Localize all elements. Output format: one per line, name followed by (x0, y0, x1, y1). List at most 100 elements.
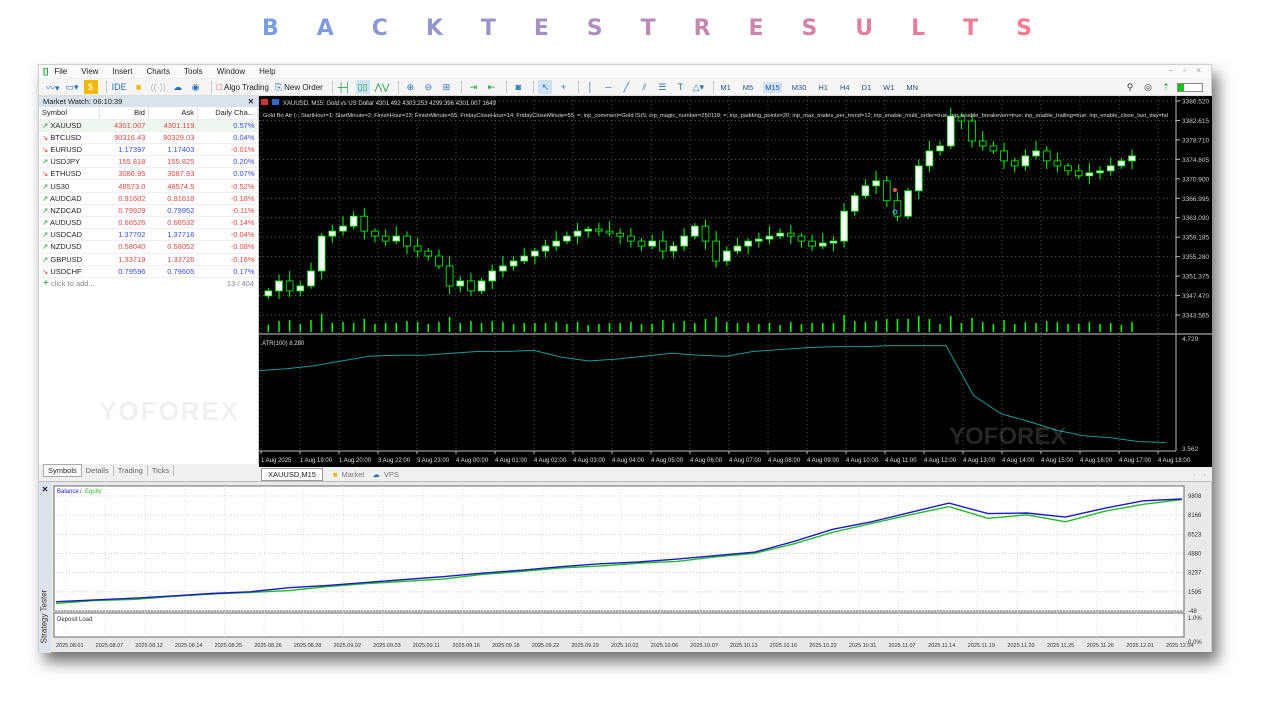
symbol-row[interactable]: ↗ NZDCAD 0.79929 0.79952 -0.11% (39, 204, 258, 218)
time-label: 4 Aug 16:00 (1080, 458, 1113, 464)
y-tick-label: 9808 (1188, 494, 1202, 500)
cursor-icon[interactable]: ↖ (538, 80, 553, 94)
candle (968, 114, 976, 148)
chart-shift-icon[interactable]: ⇤ (487, 81, 496, 92)
strategy-tester-icon[interactable]: ◉ (191, 81, 200, 92)
date-label: 2025.09.29 (571, 643, 599, 649)
column-header[interactable]: Daily Cha... (197, 107, 259, 120)
search-icon[interactable]: ⚲ (1126, 81, 1134, 92)
candlestick-icon[interactable]: ▯▯ (355, 80, 370, 94)
text-icon[interactable]: T (677, 82, 684, 92)
candle (275, 274, 283, 300)
symbol-row[interactable]: ↘ USDCHF 0.79596 0.79605 0.17% (39, 265, 258, 278)
bar-chart-icon[interactable]: ┼┤ (337, 82, 351, 92)
symbol-row[interactable]: ↘ BTCUSD 90316.43 90329.03 0.04% (39, 131, 258, 144)
vertical-line-icon[interactable]: │ (587, 82, 594, 92)
symbol-row[interactable]: ↗ AUDUSD 0.66526 0.66532 -0.14% (39, 216, 258, 230)
timeframe-m15[interactable]: M15 (763, 81, 782, 93)
change-cell: 0.20% (197, 155, 258, 169)
new-order-button[interactable]: ⎘ New Order (274, 81, 323, 92)
signals-icon[interactable]: ((·)) (150, 82, 166, 92)
line-chart-icon[interactable]: ⋀⋁ (374, 81, 390, 92)
horizontal-line-icon[interactable]: ─ (605, 82, 612, 92)
close-icon[interactable]: ✕ (41, 485, 49, 494)
tab-symbols[interactable]: Symbols (43, 463, 82, 477)
timeframe-w1[interactable]: W1 (883, 82, 895, 92)
symbol-cell: ↘ BTCUSD (39, 131, 100, 144)
tile-windows-icon[interactable]: ⊞ (442, 81, 451, 92)
symbol-row[interactable]: ↘ ETHUSD 3086.95 3087.93 0.07% (39, 167, 258, 181)
column-header[interactable]: Symbol (39, 107, 100, 120)
column-header[interactable]: Bid (99, 107, 149, 120)
date-label: 2025.09.03 (373, 643, 401, 649)
close-icon[interactable]: ✕ (247, 97, 254, 106)
scroll-left-icon[interactable]: ‹ (1193, 469, 1196, 479)
menu-insert[interactable]: Insert (112, 67, 133, 76)
time-label: 3 Aug 23:00 (417, 458, 450, 464)
profiles-icon[interactable]: ▭▾ (65, 81, 79, 92)
trendline-icon[interactable]: ╱ (623, 81, 630, 92)
timeframe-d1[interactable]: D1 (861, 82, 872, 92)
ask-cell: 1.17403 (148, 143, 198, 157)
symbol-row[interactable]: ↗ US30 48573.0 48574.5 -0.52% (39, 179, 258, 193)
symbol-row[interactable]: ↘ EURUSD 1.17397 1.17403 -0.01% (39, 143, 258, 157)
atr-label: ATR(100) 8.280 (262, 341, 305, 347)
chart-header: XAUUSD, M15: Gold vs US Dollar 4301.492 … (283, 101, 496, 107)
tab-ticks[interactable]: Ticks (148, 464, 175, 476)
plus-icon: + (43, 278, 49, 290)
dollar-icon[interactable]: $ (83, 80, 98, 94)
symbol-row[interactable]: ↗ USDCAD 1.37702 1.37716 -0.04% (39, 228, 258, 242)
new-chart-icon[interactable]: 〰▾ (46, 82, 60, 93)
timeframe-h4[interactable]: H4 (839, 82, 850, 92)
timeframe-m1[interactable]: M1 (720, 82, 731, 92)
symbol-row[interactable]: ↗ GBPUSD 1.33719 1.33726 -0.16% (39, 253, 258, 266)
timeframe-m30[interactable]: M30 (791, 82, 807, 92)
fibonacci-icon[interactable]: ☰ (658, 81, 667, 92)
symbol-cell: ↘ EURUSD (39, 143, 100, 157)
screenshot-icon[interactable]: ◙ (515, 82, 522, 92)
price-chart[interactable]: 3386.520 3382.615 3378.710 3374.805 3370.900… (258, 96, 1212, 467)
date-label: 2025.08.26 (254, 643, 282, 649)
symbol-row[interactable]: ↗ AUDCAD 0.91602 0.91618 -0.18% (39, 192, 258, 205)
column-header[interactable]: Ask (148, 107, 198, 120)
scroll-end-icon[interactable]: ⇥ (469, 81, 478, 92)
change-cell: -0.01% (197, 143, 258, 157)
add-symbol-row[interactable]: + click to add... 13 / 404 (39, 278, 258, 290)
channel-icon[interactable]: ⫽ (642, 81, 647, 92)
scroll-right-icon[interactable]: › (1203, 469, 1207, 479)
title-letter: C (371, 16, 388, 41)
market-bag-icon[interactable]: ■ (135, 82, 142, 92)
timeframe-m5[interactable]: M5 (742, 82, 754, 92)
time-label: 4 Aug 12:00 (924, 458, 957, 464)
crosshair-icon[interactable]: + (560, 82, 566, 92)
candle (339, 216, 347, 236)
shapes-icon[interactable]: △▾ (692, 81, 705, 92)
symbol-row[interactable]: ↗ XAUUSD 4301.007 4301.119 0.57% (39, 119, 258, 132)
symbol-row[interactable]: ↗ USDJPY 155.818 155.825 0.20% (39, 155, 258, 169)
menu-view[interactable]: View (81, 67, 99, 76)
menu-charts[interactable]: Charts (146, 67, 170, 76)
timeframe-mn[interactable]: MN (906, 82, 919, 92)
tab-xauusd-m15[interactable]: XAUUSD,M15 (261, 467, 323, 481)
arrow-up-icon: ↗ (42, 193, 50, 203)
window-controls[interactable]: – ▫ × (1168, 66, 1205, 75)
tab-vps[interactable]: VPS (383, 469, 399, 479)
account-icon[interactable]: ◎ (1144, 81, 1152, 92)
tab-market[interactable]: Market (341, 469, 365, 479)
symbol-row[interactable]: ↗ NZDUSD 0.58040 0.58052 -0.08% (39, 240, 258, 254)
chart-canvas[interactable]: 3386.520 3382.615 3378.710 3374.805 3370.900… (258, 96, 1212, 467)
vps-cloud-icon[interactable]: ☁ (173, 81, 183, 92)
menu-tools[interactable]: Tools (184, 67, 203, 76)
signal-strength-icon[interactable]: ⇡ (1162, 81, 1170, 92)
tab-details[interactable]: Details (82, 464, 114, 476)
ide-button[interactable]: IDE (111, 82, 127, 92)
menu-window[interactable]: Window (216, 67, 246, 76)
menu-file[interactable]: File (54, 67, 68, 76)
tab-trading[interactable]: Trading (114, 464, 148, 476)
timeframe-h1[interactable]: H1 (818, 82, 828, 92)
arrow-up-icon: ↗ (42, 120, 51, 130)
zoom-in-icon[interactable]: ⊕ (406, 81, 415, 92)
zoom-out-icon[interactable]: ⊖ (424, 81, 433, 92)
algo-trading-button[interactable]: □ Algo Trading (216, 82, 269, 92)
menu-help[interactable]: Help (259, 67, 276, 76)
